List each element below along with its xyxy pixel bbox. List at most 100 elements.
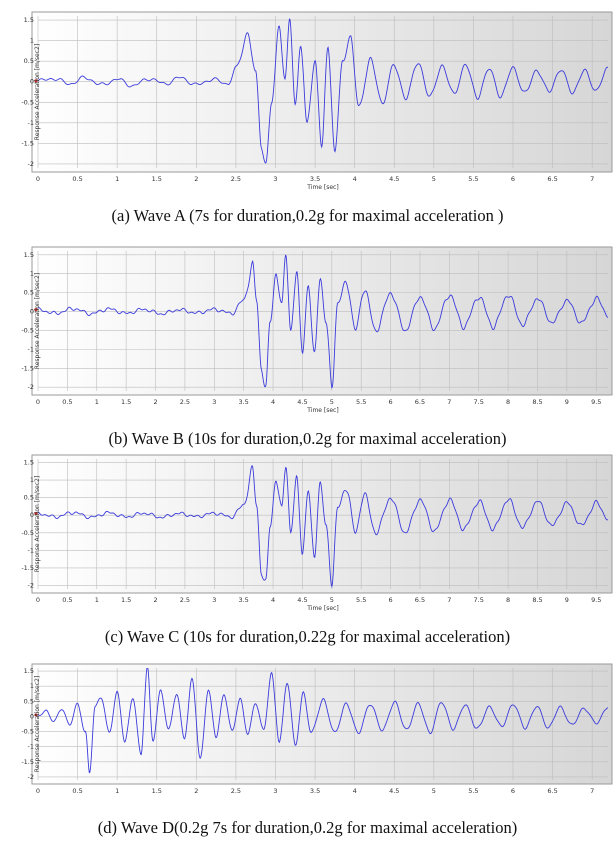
x-tick-label: 0 <box>36 175 40 183</box>
x-tick-label: 2.5 <box>231 787 241 795</box>
x-tick-label: 2 <box>153 596 157 604</box>
x-tick-label: 3 <box>273 787 277 795</box>
x-tick-label: 7 <box>447 596 451 604</box>
x-tick-label: 9 <box>565 596 569 604</box>
x-tick-label: 6 <box>389 398 393 406</box>
chart-panel-c: 0 0.5 1 1.5 2 2.5 3 3.5 4 4.5 5 5.5 6 6.5 7 7.5 8 8.5 9 9.5… <box>0 451 615 656</box>
x-tick-label: 1 <box>115 787 119 795</box>
x-axis-label: Time [sec] <box>306 184 338 191</box>
x-tick-label: 3.5 <box>310 787 320 795</box>
x-tick-label: 4.5 <box>389 787 399 795</box>
x-tick-label: 5 <box>330 398 334 406</box>
y-tick-label: 0 <box>30 511 34 519</box>
start-marker <box>34 308 38 312</box>
waveform-series-line <box>38 668 608 774</box>
x-tick-label: 0 <box>36 787 40 795</box>
chart-panel-d: 0 0.5 1 1.5 2 2.5 3 3.5 4 4.5 5 5.5 6 6.5 7 1.5 1 0.5 0 -0.… <box>0 660 615 844</box>
wave-c-caption: (c) Wave C (10s for duration,0.22g for m… <box>104 627 511 646</box>
start-marker <box>34 713 38 717</box>
chart-panel-b: 0 0.5 1 1.5 2 2.5 3 3.5 4 4.5 5 5.5 6 6.5 7 7.5 8 8.5 9 9.5… <box>0 243 615 458</box>
x-tick-label: 6.5 <box>547 787 557 795</box>
x-tick-label: 5 <box>330 596 334 604</box>
start-marker <box>34 79 38 83</box>
x-tick-label: 3 <box>212 398 216 406</box>
y-tick-label: -2 <box>28 581 34 589</box>
x-tick-label: 5 <box>432 787 436 795</box>
waveform-series-line <box>38 464 608 589</box>
x-tick-label: 3.5 <box>238 596 248 604</box>
chart-panel-a: 0 0.5 1 1.5 2 2.5 3 3.5 4 4.5 5 5.5 6 6.5 7 1.5 1 0.5 0 -0.… <box>0 8 615 225</box>
y-tick-label: -0.5 <box>21 529 34 537</box>
wave-d-caption: (d) Wave D(0.2g 7s for duration,0.2g for… <box>97 818 518 837</box>
wave-a-chart: 0 0.5 1 1.5 2 2.5 3 3.5 4 4.5 5 5.5 6 6.5 7 1.5 1 0.5 0 -0.… <box>21 11 613 191</box>
x-tick-label: 1.5 <box>121 596 131 604</box>
x-tick-label: 3.5 <box>238 398 248 406</box>
x-tick-label: 0 <box>36 596 40 604</box>
x-tick-label: 8.5 <box>532 596 542 604</box>
x-tick-label: 3 <box>212 596 216 604</box>
x-tick-label: 4.5 <box>389 175 399 183</box>
y-tick-label: -0.5 <box>21 728 34 736</box>
y-tick-label: -0.5 <box>21 326 34 334</box>
x-axis-label: Time [sec] <box>306 407 338 414</box>
x-tick-label: 0.5 <box>62 596 72 604</box>
y-tick-label: 0.5 <box>24 697 34 705</box>
x-tick-label: 1 <box>95 398 99 406</box>
y-axis-label: Response Acceleration [m/sec2] <box>34 476 41 572</box>
x-tick-label: 8 <box>506 596 510 604</box>
x-tick-label: 4 <box>353 787 357 795</box>
y-tick-label: -1 <box>28 546 34 554</box>
x-tick-label: 6.5 <box>415 398 425 406</box>
x-tick-label: 5.5 <box>468 787 478 795</box>
x-tick-label: 1.5 <box>121 398 131 406</box>
plot-frame <box>31 246 613 396</box>
wave-b-caption: (b) Wave B (10s for duration,0.2g for ma… <box>108 429 507 448</box>
x-tick-label: 0.5 <box>72 787 82 795</box>
x-tick-label: 5.5 <box>468 175 478 183</box>
x-tick-label: 1.5 <box>152 787 162 795</box>
x-tick-label: 4.5 <box>297 596 307 604</box>
y-tick-label: 1 <box>30 682 34 690</box>
y-tick-label: -1 <box>28 119 34 127</box>
y-tick-label: -1.5 <box>21 564 34 572</box>
x-tick-label: 1.5 <box>152 175 162 183</box>
wave-d-chart: 0 0.5 1 1.5 2 2.5 3 3.5 4 4.5 5 5.5 6 6.5 7 1.5 1 0.5 0 -0.… <box>21 663 613 795</box>
x-tick-label: 5.5 <box>356 596 366 604</box>
y-axis-label: Response Acceleration [m/sec2] <box>34 676 41 772</box>
y-tick-label: -1.5 <box>21 139 34 147</box>
x-tick-label: 0.5 <box>72 175 82 183</box>
start-marker <box>34 511 38 516</box>
x-tick-label: 7 <box>590 787 594 795</box>
x-tick-label: 0 <box>36 398 40 406</box>
x-tick-label: 2 <box>194 787 198 795</box>
x-tick-label: 2.5 <box>180 596 190 604</box>
waveform-series-line <box>38 18 608 164</box>
y-tick-label: 1.5 <box>24 16 34 24</box>
x-tick-label: 7.5 <box>474 398 484 406</box>
y-tick-label: -2 <box>28 160 34 168</box>
y-tick-label: -1.5 <box>21 364 34 372</box>
y-axis-label: Response Acceleration [m/sec2] <box>34 44 41 140</box>
x-tick-label: 8 <box>506 398 510 406</box>
plot-frame <box>31 663 613 785</box>
y-tick-label: 1.5 <box>24 667 34 675</box>
x-tick-label: 0.5 <box>62 398 72 406</box>
x-axis-label: Time [sec] <box>306 605 338 612</box>
plot-frame <box>31 11 613 173</box>
x-tick-label: 1 <box>95 596 99 604</box>
x-tick-label: 4 <box>271 596 275 604</box>
x-tick-label: 4.5 <box>297 398 307 406</box>
y-axis-label: Response Acceleration [m/sec2] <box>34 273 41 369</box>
x-tick-label: 2.5 <box>231 175 241 183</box>
waveform-series-line <box>38 254 608 390</box>
x-tick-label: 9.5 <box>591 596 601 604</box>
x-tick-label: 8.5 <box>532 398 542 406</box>
x-tick-label: 2.5 <box>180 398 190 406</box>
x-tick-label: 4 <box>353 175 357 183</box>
y-tick-label: 0.5 <box>24 57 34 65</box>
x-tick-label: 7 <box>447 398 451 406</box>
x-tick-label: 9 <box>565 398 569 406</box>
y-tick-label: -0.5 <box>21 98 34 106</box>
x-tick-label: 6 <box>389 596 393 604</box>
y-tick-label: -1 <box>28 345 34 353</box>
